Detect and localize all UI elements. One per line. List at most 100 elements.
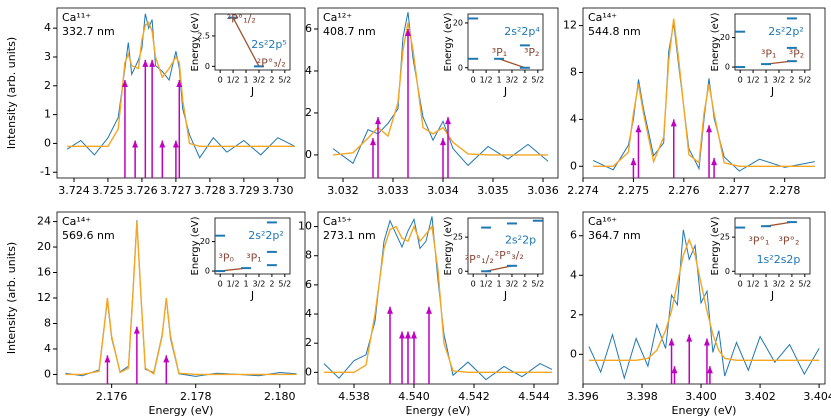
configuration-label: 2s²2p⁵ bbox=[251, 38, 287, 51]
inset-x-label: J bbox=[770, 289, 774, 302]
y-tick-label: -1 bbox=[40, 165, 51, 178]
inset-y-tick-label: 0 bbox=[205, 62, 210, 71]
inset-y-tick-label: 0 bbox=[725, 63, 730, 72]
inset-x-tick-label: 3/2 bbox=[506, 280, 519, 289]
series-line bbox=[593, 18, 815, 167]
y-tick-label: 12 bbox=[37, 291, 51, 304]
stick-head bbox=[133, 326, 140, 334]
y-tick-label: 2 bbox=[44, 79, 51, 92]
term-label: ³P°₂ bbox=[779, 235, 800, 248]
inset-x-tick-label: 1/2 bbox=[227, 76, 240, 85]
stick-head bbox=[426, 306, 432, 314]
inset-x-label: J bbox=[250, 85, 254, 98]
panel-subtitle: 544.8 nm bbox=[588, 25, 641, 38]
inset-y-label: Energy (eV) bbox=[190, 12, 201, 71]
series-line bbox=[588, 229, 820, 380]
x-tick-label: 4.542 bbox=[458, 390, 490, 403]
inset-x-tick-label: 1 bbox=[243, 76, 248, 85]
y-tick-label: 0 bbox=[305, 148, 312, 161]
y-tick-label: 4 bbox=[305, 307, 312, 320]
transition-line bbox=[498, 58, 526, 69]
panel-title: Ca¹¹⁺ bbox=[62, 11, 91, 24]
panel-title: Ca¹⁶⁺ bbox=[588, 215, 617, 228]
panel-title: Ca¹⁴⁺ bbox=[588, 11, 617, 24]
term-label: ²P°₃/₂ bbox=[257, 56, 286, 69]
inset-y-label: Energy (eV) bbox=[710, 216, 721, 275]
x-tick-label: 3.729 bbox=[228, 184, 260, 197]
inset-frame bbox=[214, 217, 291, 275]
series-line bbox=[588, 237, 820, 361]
x-tick-label: 3.032 bbox=[327, 184, 359, 197]
inset-x-tick-label: 1 bbox=[496, 280, 501, 289]
stick-head bbox=[635, 125, 642, 133]
y-axis-label: Intensity (arb. units) bbox=[5, 242, 18, 354]
inset-x-tick-label: 5/2 bbox=[798, 76, 811, 85]
x-axis-label: Energy (eV) bbox=[149, 404, 214, 417]
inset-y-tick-label: 0 bbox=[205, 267, 210, 276]
stick-head bbox=[399, 331, 405, 339]
inset-x-tick-label: 3/2 bbox=[773, 76, 786, 85]
inset-y-label: Energy (eV) bbox=[710, 12, 721, 71]
stick-head bbox=[670, 119, 677, 127]
y-tick-label: 4 bbox=[570, 268, 577, 281]
inset-y-tick-label: 20 bbox=[200, 237, 210, 246]
inset-x-tick-label: 0 bbox=[218, 280, 223, 289]
x-tick-label: 3.730 bbox=[262, 184, 294, 197]
configuration-label: 2s²2p⁴ bbox=[504, 25, 540, 38]
x-tick-label: 3.404 bbox=[803, 390, 831, 403]
x-tick-label: 2.275 bbox=[618, 184, 650, 197]
x-tick-label: 2.277 bbox=[719, 184, 751, 197]
inset-x-label: J bbox=[250, 289, 254, 302]
x-tick-label: 3.402 bbox=[744, 390, 776, 403]
inset-x-tick-label: 1 bbox=[243, 280, 248, 289]
stick-head bbox=[375, 117, 381, 125]
y-tick-label: 6 bbox=[305, 22, 312, 35]
inset-frame bbox=[734, 13, 811, 71]
inset-x-tick-label: 3/2 bbox=[773, 280, 786, 289]
stick-head bbox=[703, 338, 710, 346]
stick-head bbox=[387, 306, 393, 314]
inset-x-tick-label: 5/2 bbox=[278, 280, 291, 289]
inset-x-tick-label: 3/2 bbox=[506, 76, 519, 85]
inset-x-label: J bbox=[503, 85, 507, 98]
x-tick-label: 3.400 bbox=[685, 390, 717, 403]
inset-x-tick-label: 2 bbox=[269, 280, 274, 289]
y-tick-label: 12 bbox=[563, 19, 577, 32]
x-tick-label: 3.036 bbox=[527, 184, 559, 197]
inset-y-label: Energy (eV) bbox=[443, 216, 454, 275]
stick-head bbox=[370, 138, 376, 146]
inset-y-tick-label: 20 bbox=[453, 18, 463, 27]
inset-x-tick-label: 1 bbox=[496, 76, 501, 85]
x-tick-label: 3.396 bbox=[567, 390, 599, 403]
inset-x-tick-label: 0 bbox=[218, 76, 223, 85]
term-label: ³P₂ bbox=[789, 47, 804, 60]
inset-x-tick-label: 1/2 bbox=[747, 76, 760, 85]
x-tick-label: 4.544 bbox=[518, 390, 550, 403]
y-tick-label: 8 bbox=[570, 65, 577, 78]
term-label: ³P₀ bbox=[219, 251, 235, 264]
y-tick-label: 6 bbox=[570, 229, 577, 242]
inset-frame bbox=[734, 217, 811, 275]
plot-frame bbox=[56, 7, 306, 179]
stick-head bbox=[132, 140, 139, 148]
inset-x-tick-label: 1/2 bbox=[747, 280, 760, 289]
panel-subtitle: 273.1 nm bbox=[323, 229, 376, 242]
plot-frame bbox=[582, 211, 826, 385]
term-label: ²P°₃/₂ bbox=[495, 249, 524, 262]
stick-head bbox=[405, 331, 411, 339]
y-tick-label: 2 bbox=[570, 308, 577, 321]
y-tick-label: 8 bbox=[305, 249, 312, 262]
y-tick-label: 0 bbox=[44, 367, 51, 380]
x-tick-label: 4.538 bbox=[338, 390, 370, 403]
x-tick-label: 2.180 bbox=[264, 390, 296, 403]
inset-x-tick-label: 5/2 bbox=[531, 280, 544, 289]
inset-frame bbox=[467, 217, 544, 275]
panel-title: Ca¹⁵⁺ bbox=[323, 215, 352, 228]
term-label: ³P₁ bbox=[492, 46, 507, 59]
inset-x-tick-label: 2 bbox=[522, 280, 527, 289]
y-tick-label: 20 bbox=[37, 240, 51, 253]
stick-head bbox=[445, 117, 451, 125]
y-tick-label: 16 bbox=[37, 266, 51, 279]
y-tick-label: 4 bbox=[570, 112, 577, 125]
x-tick-label: 3.727 bbox=[160, 184, 192, 197]
